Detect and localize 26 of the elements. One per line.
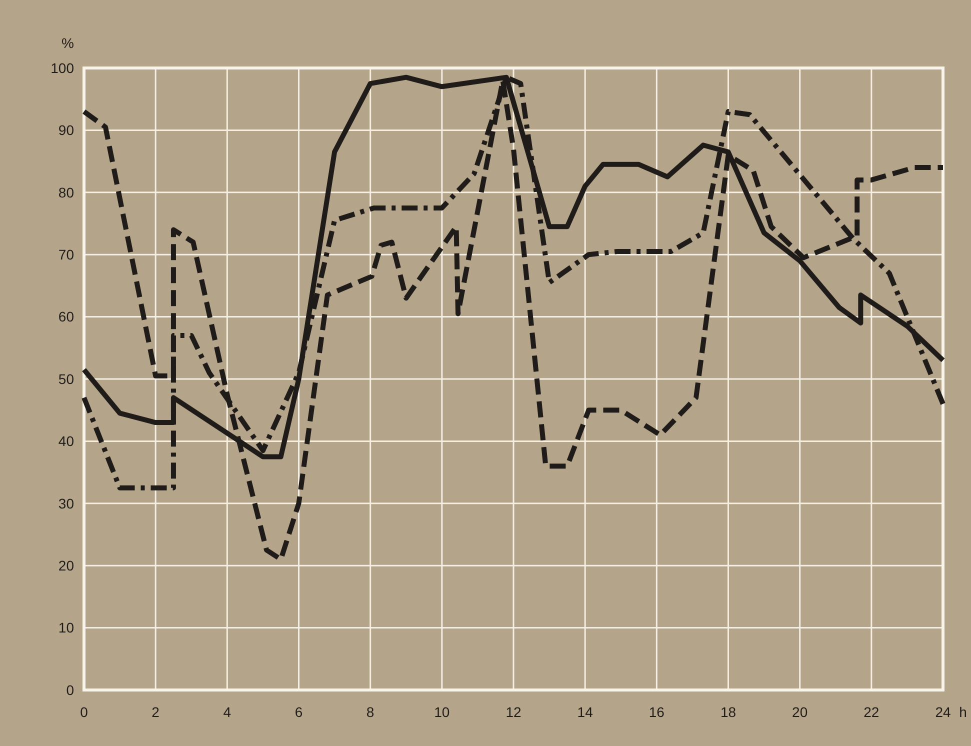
y-tick-label: 0 [66,682,74,698]
y-tick-label: 100 [50,60,74,76]
x-tick-label: 4 [223,704,232,720]
y-tick-label: 90 [58,122,74,138]
x-tick-label: 22 [864,704,880,720]
y-tick-label: 60 [58,308,74,325]
x-tick-label: 10 [434,704,450,720]
y-tick-label: 30 [58,495,74,512]
x-tick-label: 6 [294,704,303,720]
x-tick-label: 20 [792,704,808,720]
y-tick-label: 80 [58,184,74,200]
x-tick-label: 2 [152,704,160,720]
y-tick-label: 20 [58,558,74,574]
x-tick-label: 24 [935,704,951,720]
y-tick-label: 10 [58,620,74,636]
x-axis-title: h [959,704,967,720]
y-tick-label: 70 [58,246,74,262]
y-tick-label: 40 [58,433,74,450]
y-axis-title: % [62,35,74,51]
x-tick-label: 16 [648,704,665,720]
x-tick-label: 14 [577,704,594,720]
x-tick-label: 12 [506,704,522,720]
y-tick-label: 50 [58,370,74,387]
x-tick-label: 8 [366,704,374,720]
x-tick-label: 0 [80,704,88,720]
x-tick-label: 18 [720,704,736,720]
